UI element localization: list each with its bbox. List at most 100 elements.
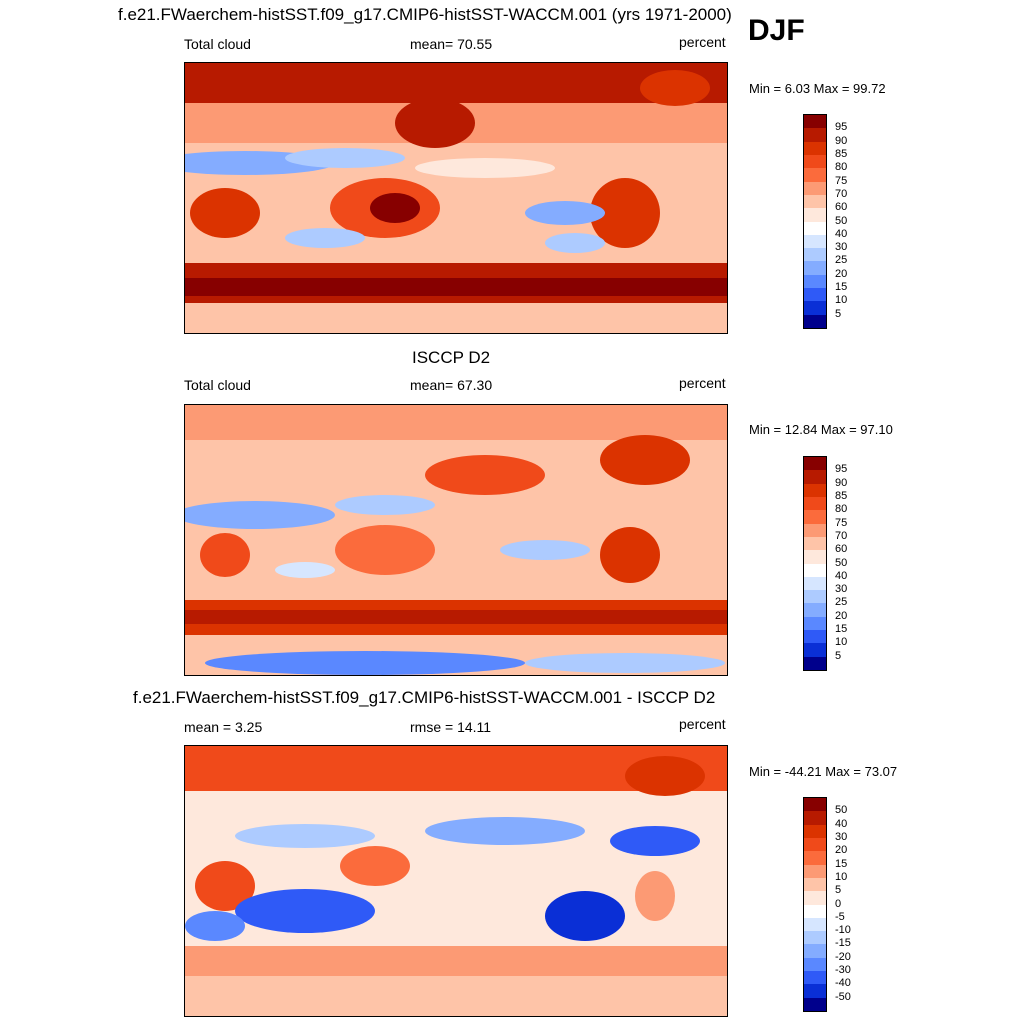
colorbar-segment <box>804 470 826 484</box>
colorbar-segment <box>804 128 826 142</box>
colorbar-tick-label: -15 <box>835 937 851 950</box>
colorbar-tick-label: 95 <box>835 121 848 134</box>
colorbar-tick-label: 75 <box>835 516 848 529</box>
panel2-units-label: percent <box>679 375 726 391</box>
colorbar-tick-label: 90 <box>835 134 848 147</box>
colorbar-tick-label: 70 <box>835 529 848 542</box>
panel1-center-label: mean= 70.55 <box>410 36 493 52</box>
colorbar-segment <box>804 221 826 235</box>
colorbar-segment <box>804 536 826 551</box>
panel2-map <box>184 404 728 676</box>
colorbar-segment <box>804 194 826 209</box>
panel3-units-label: percent <box>679 716 726 732</box>
colorbar-tick-label: 10 <box>835 870 848 883</box>
colorbar-segment <box>804 984 826 998</box>
panel1-colorbar <box>803 114 827 329</box>
colorbar-tick-label: 50 <box>835 804 848 817</box>
colorbar-tick-label: 10 <box>835 294 848 307</box>
panel1-title: f.e21.FWaerchem-histSST.f09_g17.CMIP6-hi… <box>118 5 732 24</box>
colorbar-tick-label: 40 <box>835 817 848 830</box>
colorbar-segment <box>804 141 826 155</box>
panel2-title: ISCCP D2 <box>412 348 491 367</box>
colorbar-segment <box>804 811 826 825</box>
colorbar-segment <box>804 288 826 302</box>
colorbar-segment <box>804 877 826 892</box>
colorbar-segment <box>804 997 826 1011</box>
colorbar-segment <box>804 154 826 169</box>
colorbar-segment <box>804 851 826 865</box>
panel3-map <box>184 745 728 1017</box>
colorbar-segment <box>804 643 826 657</box>
colorbar-tick-label: 30 <box>835 241 848 254</box>
colorbar-segment <box>804 115 826 129</box>
colorbar-tick-label: -30 <box>835 964 851 977</box>
colorbar-tick-label: 80 <box>835 161 848 174</box>
colorbar-segment <box>804 483 826 497</box>
panel3-rmse-label: rmse = 14.11 <box>410 719 492 735</box>
colorbar-segment <box>804 931 826 945</box>
colorbar-tick-label: 20 <box>835 609 848 622</box>
panel3-mean-label: mean = 3.25 <box>184 719 263 735</box>
colorbar-segment <box>804 523 826 537</box>
colorbar-segment <box>804 496 826 511</box>
colorbar-segment <box>804 576 826 591</box>
colorbar-segment <box>804 971 826 985</box>
colorbar-segment <box>804 837 826 852</box>
colorbar-segment <box>804 168 826 182</box>
colorbar-tick-label: 80 <box>835 503 848 516</box>
panel1-map-field <box>185 63 727 333</box>
colorbar-segment <box>804 301 826 315</box>
colorbar-segment <box>804 208 826 222</box>
colorbar-tick-label: 60 <box>835 201 848 214</box>
colorbar-tick-label: 85 <box>835 147 848 160</box>
colorbar-segment <box>804 181 826 195</box>
colorbar-segment <box>804 510 826 524</box>
colorbar-tick-label: 20 <box>835 267 848 280</box>
colorbar-segment <box>804 656 826 670</box>
colorbar-tick-label: 20 <box>835 844 848 857</box>
colorbar-tick-label: 70 <box>835 187 848 200</box>
colorbar-tick-label: 90 <box>835 476 848 489</box>
colorbar-segment <box>804 563 826 577</box>
colorbar-segment <box>804 616 826 631</box>
panel3-title: f.e21.FWaerchem-histSST.f09_g17.CMIP6-hi… <box>133 688 716 707</box>
colorbar-tick-label: 5 <box>835 307 842 320</box>
colorbar-segment <box>804 798 826 812</box>
panel3-minmax: Min = -44.21 Max = 73.07 <box>749 764 898 779</box>
panel1-minmax: Min = 6.03 Max = 99.72 <box>749 81 886 96</box>
colorbar-segment <box>804 630 826 644</box>
colorbar-segment <box>804 550 826 564</box>
colorbar-tick-label: -50 <box>835 990 851 1003</box>
colorbar-segment <box>804 917 826 932</box>
colorbar-tick-label: 40 <box>835 569 848 582</box>
colorbar-segment <box>804 457 826 471</box>
colorbar-segment <box>804 891 826 905</box>
colorbar-segment <box>804 864 826 878</box>
panel3-map-field <box>185 746 727 1016</box>
colorbar-tick-label: 5 <box>835 884 842 897</box>
panel2-center-label: mean= 67.30 <box>410 377 493 393</box>
panel1-units-label: percent <box>679 34 726 50</box>
panel1-map <box>184 62 728 334</box>
panel2-left-label: Total cloud <box>184 377 251 393</box>
colorbar-segment <box>804 261 826 275</box>
panel1-left-label: Total cloud <box>184 36 251 52</box>
panel2-map-field <box>185 405 727 675</box>
colorbar-tick-label: 30 <box>835 583 848 596</box>
colorbar-tick-label: 40 <box>835 227 848 240</box>
colorbar-segment <box>804 590 826 604</box>
panel2-colorbar <box>803 456 827 671</box>
panel3-colorbar <box>803 797 827 1012</box>
colorbar-segment <box>804 274 826 289</box>
colorbar-segment <box>804 603 826 617</box>
colorbar-segment <box>804 248 826 262</box>
colorbar-tick-label: 15 <box>835 281 848 294</box>
colorbar-tick-label: -40 <box>835 977 851 990</box>
colorbar-segment <box>804 904 826 918</box>
colorbar-tick-label: 25 <box>835 596 848 609</box>
colorbar-tick-label: 95 <box>835 463 848 476</box>
colorbar-tick-label: 25 <box>835 254 848 267</box>
colorbar-tick-label: -5 <box>835 910 845 923</box>
colorbar-segment <box>804 234 826 249</box>
colorbar-tick-label: 5 <box>835 649 842 662</box>
